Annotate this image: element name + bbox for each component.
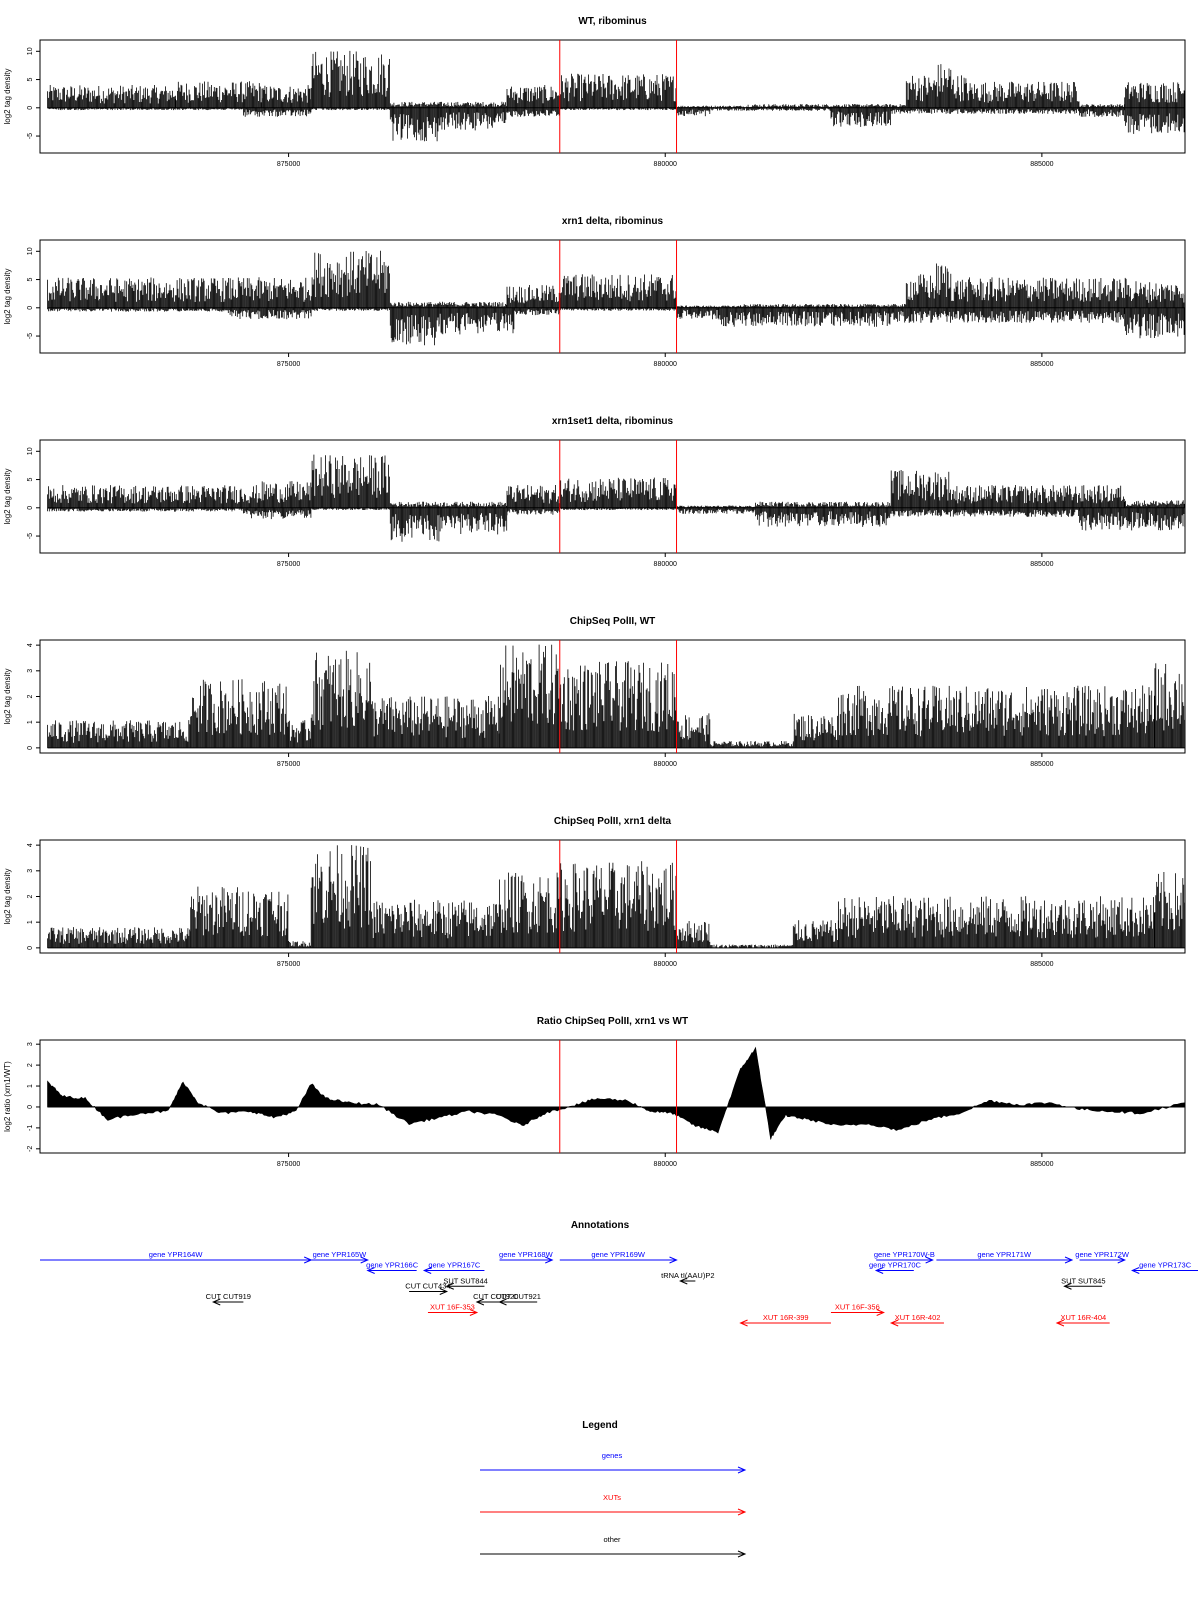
x-tick-label: 885000 (1030, 161, 1053, 168)
track-panel: xrn1 delta, ribominus log2 tag density -5 0… (3, 216, 1186, 368)
x-tick-label: 880000 (654, 161, 677, 168)
plot-frame (39, 39, 1186, 154)
series-plus (47, 50, 1185, 108)
y-tick-label: 10 (27, 247, 34, 255)
y-tick-label: 0 (27, 306, 34, 310)
series-minus (47, 307, 1185, 346)
track-panels: WT, ribominus log2 tag density -5 0 5 10 87500… (3, 16, 1186, 1168)
y-tick-label: 5 (27, 78, 34, 82)
x-tick-label: 880000 (654, 361, 677, 368)
y-axis-label: log2 tag density (3, 68, 12, 124)
x-tick-label: 875000 (277, 361, 300, 368)
y-tick-label: 0 (27, 106, 34, 110)
bars (47, 50, 1185, 142)
track-panel: WT, ribominus log2 tag density -5 0 5 10 87500… (3, 16, 1186, 168)
series-minus (47, 107, 1185, 142)
x-tick-label: 875000 (277, 161, 300, 168)
x-tick-label: 885000 (1030, 361, 1053, 368)
y-tick-label: 10 (27, 47, 34, 55)
y-tick-label: 5 (27, 278, 34, 282)
y-tick-label: -5 (27, 133, 34, 139)
series-plus (47, 250, 1185, 308)
bars (47, 250, 1185, 346)
panel-title: WT, ribominus (578, 16, 647, 27)
y-axis-label: log2 tag density (3, 268, 12, 324)
y-tick-label: -5 (27, 333, 34, 339)
panel-title: xrn1 delta, ribominus (562, 216, 664, 227)
